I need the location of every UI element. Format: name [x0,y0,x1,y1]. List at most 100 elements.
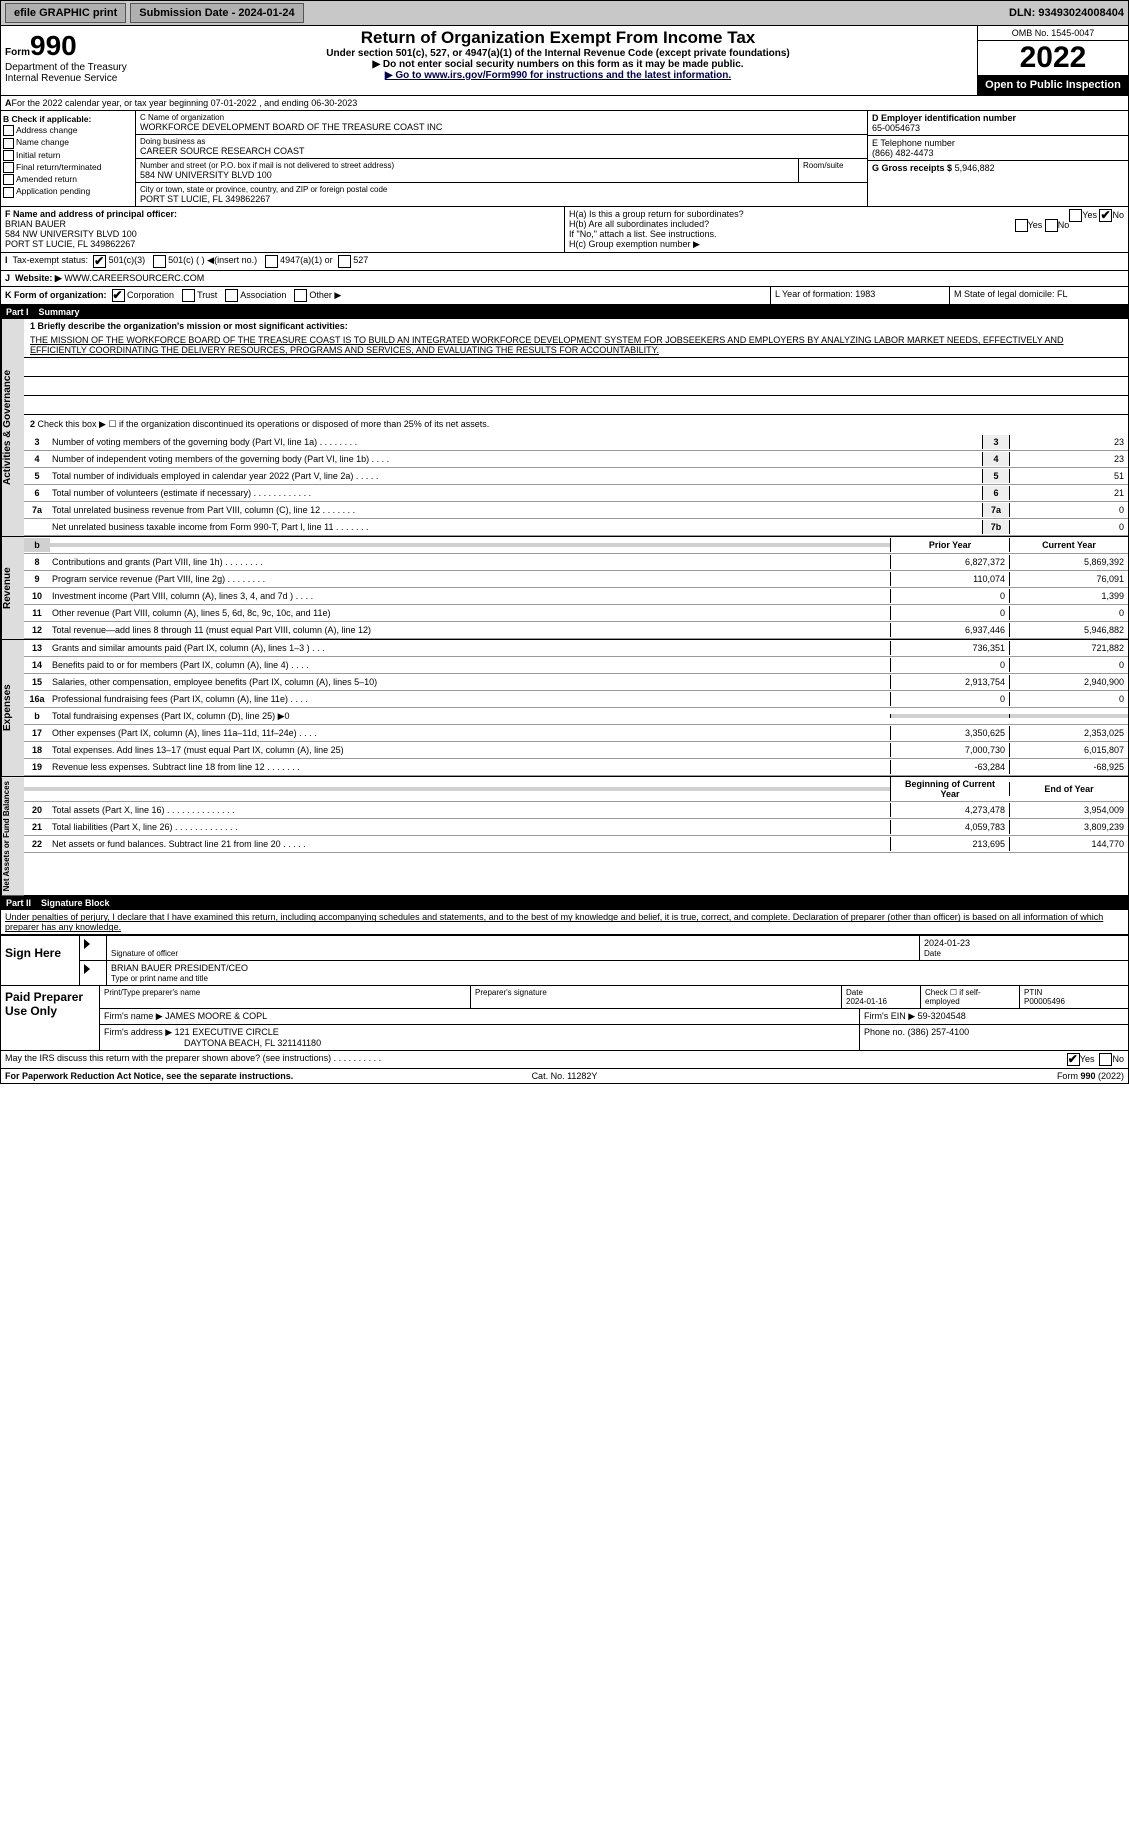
j-label: Website: ▶ [15,273,62,284]
top-bar: efile GRAPHIC print Submission Date - 20… [0,0,1129,26]
hb-label: H(b) Are all subordinates included? [569,219,709,229]
checkbox-icon[interactable] [225,289,238,302]
check-opt: Amended return [3,174,133,185]
submit-date-btn[interactable]: Submission Date - 2024-01-24 [130,3,303,23]
check-opt: Final return/terminated [3,162,133,173]
checkbox-icon[interactable] [112,289,125,302]
form-prefix: Form [5,47,30,58]
checkbox-icon[interactable] [3,150,14,161]
officer-addr1: 584 NW UNIVERSITY BLVD 100 [5,229,560,239]
col-c: C Name of organization WORKFORCE DEVELOP… [135,111,867,206]
dept-label: Department of the Treasury [5,62,135,73]
addr-label: Number and street (or P.O. box if mail i… [140,161,794,170]
row-j: J Website: ▶ WWW.CAREERSOURCERC.COM [0,271,1129,287]
table-row: Net unrelated business taxable income fr… [24,519,1128,536]
checkbox-icon[interactable] [1069,209,1082,222]
check-opt: Address change [3,125,133,136]
checkbox-icon[interactable] [182,289,195,302]
mission-blank [24,377,1128,396]
checkbox-icon[interactable] [338,255,351,268]
form-number: 990 [30,30,77,61]
checkbox-icon[interactable] [93,255,106,268]
officer-name: BRIAN BAUER [5,219,560,229]
prep-date: Date2024-01-16 [842,986,921,1008]
form-sub1: Under section 501(c), 527, or 4947(a)(1)… [141,48,975,59]
e-phone-label: E Telephone number [872,138,1124,148]
checkbox-icon[interactable] [1099,1053,1112,1066]
ha-label: H(a) Is this a group return for subordin… [569,209,744,219]
checkbox-icon[interactable] [265,255,278,268]
checkbox-icon[interactable] [294,289,307,302]
mission-blank [24,396,1128,415]
paid-preparer-block: Paid Preparer Use Only Print/Type prepar… [0,986,1129,1051]
room-label: Room/suite [799,159,867,182]
form-sub2: ▶ Do not enter social security numbers o… [141,59,975,70]
checkbox-icon[interactable] [3,187,14,198]
line1-label: 1 Briefly describe the organization's mi… [24,319,1128,333]
end-year-hdr: End of Year [1009,782,1128,796]
table-row: 17Other expenses (Part IX, column (A), l… [24,725,1128,742]
k-label: K Form of organization: [5,290,107,300]
sig-officer: Signature of officer [106,936,919,960]
table-row: 13Grants and similar amounts paid (Part … [24,640,1128,657]
checkbox-icon[interactable] [153,255,166,268]
table-row: 5Total number of individuals employed in… [24,468,1128,485]
firm-phone: Phone no. (386) 257-4100 [860,1025,1128,1050]
sig-date: 2024-01-23Date [919,936,1128,960]
table-row: 11Other revenue (Part VIII, column (A), … [24,605,1128,622]
phone-value: (866) 482-4473 [872,148,1124,158]
dba-label: Doing business as [140,137,863,146]
b-label: B Check if applicable: [3,114,133,124]
sign-here-label: Sign Here [1,936,79,985]
col-b: B Check if applicable: Address change Na… [1,111,135,206]
firm-addr: Firm's address ▶ 121 EXECUTIVE CIRCLEDAY… [100,1025,860,1050]
row-i: I Tax-exempt status: 501(c)(3) 501(c) ( … [0,253,1129,271]
irs-label: Internal Revenue Service [5,73,135,84]
g-receipts-label: G Gross receipts $ [872,163,952,173]
efile-badge: efile GRAPHIC print [5,3,126,23]
revenue-section: Revenue b Prior Year Current Year 8Contr… [0,537,1129,640]
f-label: F Name and address of principal officer: [5,209,560,219]
open-public: Open to Public Inspection [978,75,1128,95]
col-h: H(a) Is this a group return for subordin… [565,207,1128,252]
table-row: 10Investment income (Part VIII, column (… [24,588,1128,605]
omb-number: OMB No. 1545-0047 [978,26,1128,41]
checkbox-icon[interactable] [3,125,14,136]
check-opt: Name change [3,137,133,148]
tax-year: 2022 [978,41,1128,75]
hc-label: H(c) Group exemption number ▶ [569,239,1124,250]
city-label: City or town, state or province, country… [140,185,863,194]
irs-link[interactable]: ▶ Go to www.irs.gov/Form990 for instruct… [385,70,731,81]
prep-h3: Check ☐ if self-employed [921,986,1020,1008]
checkbox-icon[interactable] [1099,209,1112,222]
form-header: Form990 Department of the Treasury Inter… [0,26,1129,96]
dln-label: DLN: 93493024008404 [1009,7,1124,19]
checkbox-icon[interactable] [3,174,14,185]
revenue-tab: Revenue [1,537,24,639]
col-d: D Employer identification number65-00546… [867,111,1128,206]
foot-left: For Paperwork Reduction Act Notice, see … [5,1071,378,1081]
receipts-value: 5,946,882 [955,163,995,173]
checkbox-icon[interactable] [3,138,14,149]
table-row: 19Revenue less expenses. Subtract line 1… [24,759,1128,776]
mission-text: THE MISSION OF THE WORKFORCE BOARD OF TH… [24,333,1128,358]
net-header: Beginning of Current Year End of Year [24,777,1128,802]
expenses-tab: Expenses [1,640,24,776]
netassets-section: Net Assets or Fund Balances Beginning of… [0,777,1129,896]
table-row: 9Program service revenue (Part VIII, lin… [24,571,1128,588]
section-fh: F Name and address of principal officer:… [0,207,1129,253]
checkbox-icon[interactable] [1045,219,1058,232]
table-row: 3Number of voting members of the governi… [24,434,1128,451]
expenses-section: Expenses 13Grants and similar amounts pa… [0,640,1129,777]
prior-year-hdr: Prior Year [890,538,1009,552]
sig-name: BRIAN BAUER PRESIDENT/CEOType or print n… [106,961,1128,985]
check-opt: Initial return [3,150,133,161]
tri-icon [79,936,106,960]
checkbox-icon[interactable] [1015,219,1028,232]
checkbox-icon[interactable] [1067,1053,1080,1066]
tri-icon [79,961,106,985]
checkbox-icon[interactable] [3,162,14,173]
footer: For Paperwork Reduction Act Notice, see … [0,1069,1129,1084]
table-row: 20Total assets (Part X, line 16) . . . .… [24,802,1128,819]
foot-right: Form 990 (2022) [751,1071,1124,1081]
